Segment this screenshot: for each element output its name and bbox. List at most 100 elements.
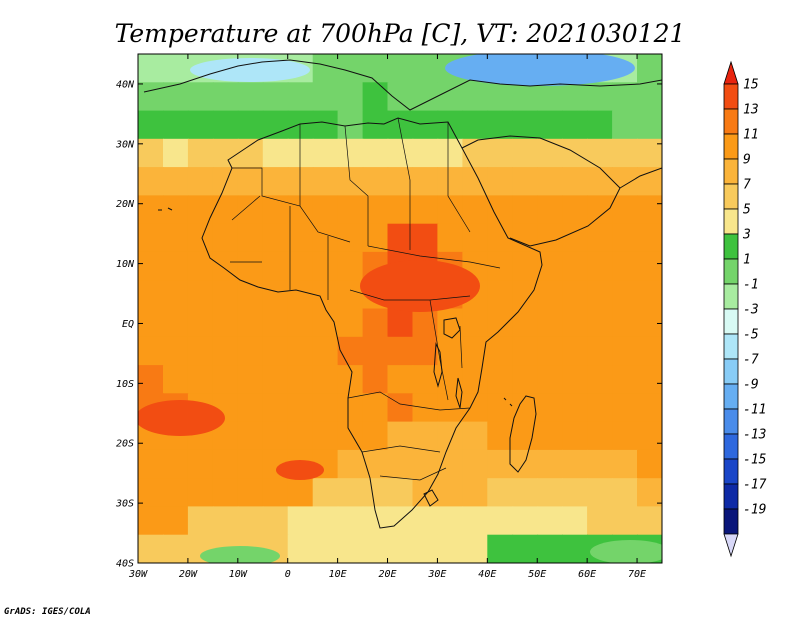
field-cell [138,110,164,140]
field-cell [362,54,389,84]
field-cell [637,251,662,281]
field-cell [287,138,314,168]
field-cell [187,280,214,310]
field-cell [587,393,613,423]
field-cell [487,110,514,140]
field-cell [612,138,638,168]
field-cell [487,449,514,479]
field-cell [237,110,264,140]
field-cell [212,478,239,508]
field-cell [412,449,439,479]
field-cell [462,336,489,366]
comoros [503,397,513,407]
field-cell [512,195,539,225]
field-cell [312,421,339,451]
field-cell [462,82,489,112]
field-cell [462,223,489,253]
warm-core-atlantic [138,400,225,436]
colorbar-swatch [723,458,739,485]
field-cell [287,110,314,140]
field-cell [237,223,264,253]
longitude-axis: 30W 20W 10W 0 10E 20E 30E 40E 50E 60E 70E [128,54,646,580]
field-cell [587,280,613,310]
field-cell [262,251,289,281]
field-cell [612,195,638,225]
canary-islands [158,207,173,211]
field-cell [138,54,164,84]
field-cell [237,167,264,197]
field-cell [163,54,189,84]
field-cell [287,82,314,112]
colorbar-label: -17 [743,478,767,493]
field-cell [337,223,364,253]
field-cell [487,534,514,563]
field-cell [562,195,588,225]
europe-coast [143,59,662,111]
field-cell [487,336,514,366]
field-cell [587,365,613,395]
field-cell [637,449,662,479]
field-cell [387,195,414,225]
field-cell [138,167,164,197]
field-cell [412,110,439,140]
colorbar-swatch [723,158,739,185]
field-cell [262,421,289,451]
field-cell [412,223,439,253]
field-cell [237,251,264,281]
colorbar-swatch [723,508,739,535]
field-cell [237,138,264,168]
field-cell [138,506,164,536]
field-cell [362,449,389,479]
field-cell [562,478,588,508]
chart-title: Temperature at 700hPa [C], VT: 202103012… [115,19,686,48]
field-cell [237,365,264,395]
field-cell [262,195,289,225]
field-cell [187,138,214,168]
lat-tick-label: 20S [116,439,134,450]
field-cell [163,506,189,536]
field-cell [512,280,539,310]
field-cell [462,449,489,479]
field-cell [612,336,638,366]
field-cell [487,280,514,310]
field-cell [312,478,339,508]
field-cell [262,506,289,536]
field-cell [412,421,439,451]
field-cell [612,393,638,423]
field-cell [437,223,464,253]
field-cell [387,393,414,423]
field-cell [487,365,514,395]
colorbar-label: 11 [743,128,759,143]
field-cell [512,110,539,140]
field-cell [187,167,214,197]
field-cell [212,506,239,536]
field-cell [187,478,214,508]
field-cell [237,82,264,112]
field-cell [287,393,314,423]
field-cell [637,336,662,366]
field-cell [138,365,164,395]
field-cell [312,54,339,84]
cool-region-southwest [200,546,280,563]
colorbar-label: 3 [742,228,751,243]
field-cell [587,138,613,168]
colorbar-swatch [723,483,739,510]
field-cell [287,336,314,366]
colorbar-swatch [723,358,739,385]
field-cell [562,393,588,423]
field-cell [163,534,189,563]
field-cell [537,421,563,451]
field-cell [637,167,662,197]
field-cell [412,167,439,197]
field-cell [312,167,339,197]
field-cell [512,336,539,366]
field-cell [387,449,414,479]
field-cell [562,110,588,140]
field-cell [462,365,489,395]
field-cell [312,393,339,423]
field-cell [337,54,364,84]
grads-credit: GrADS: IGES/COLA [4,607,91,617]
colorbar-swatch [723,283,739,310]
field-cell [312,110,339,140]
field-cell [587,110,613,140]
